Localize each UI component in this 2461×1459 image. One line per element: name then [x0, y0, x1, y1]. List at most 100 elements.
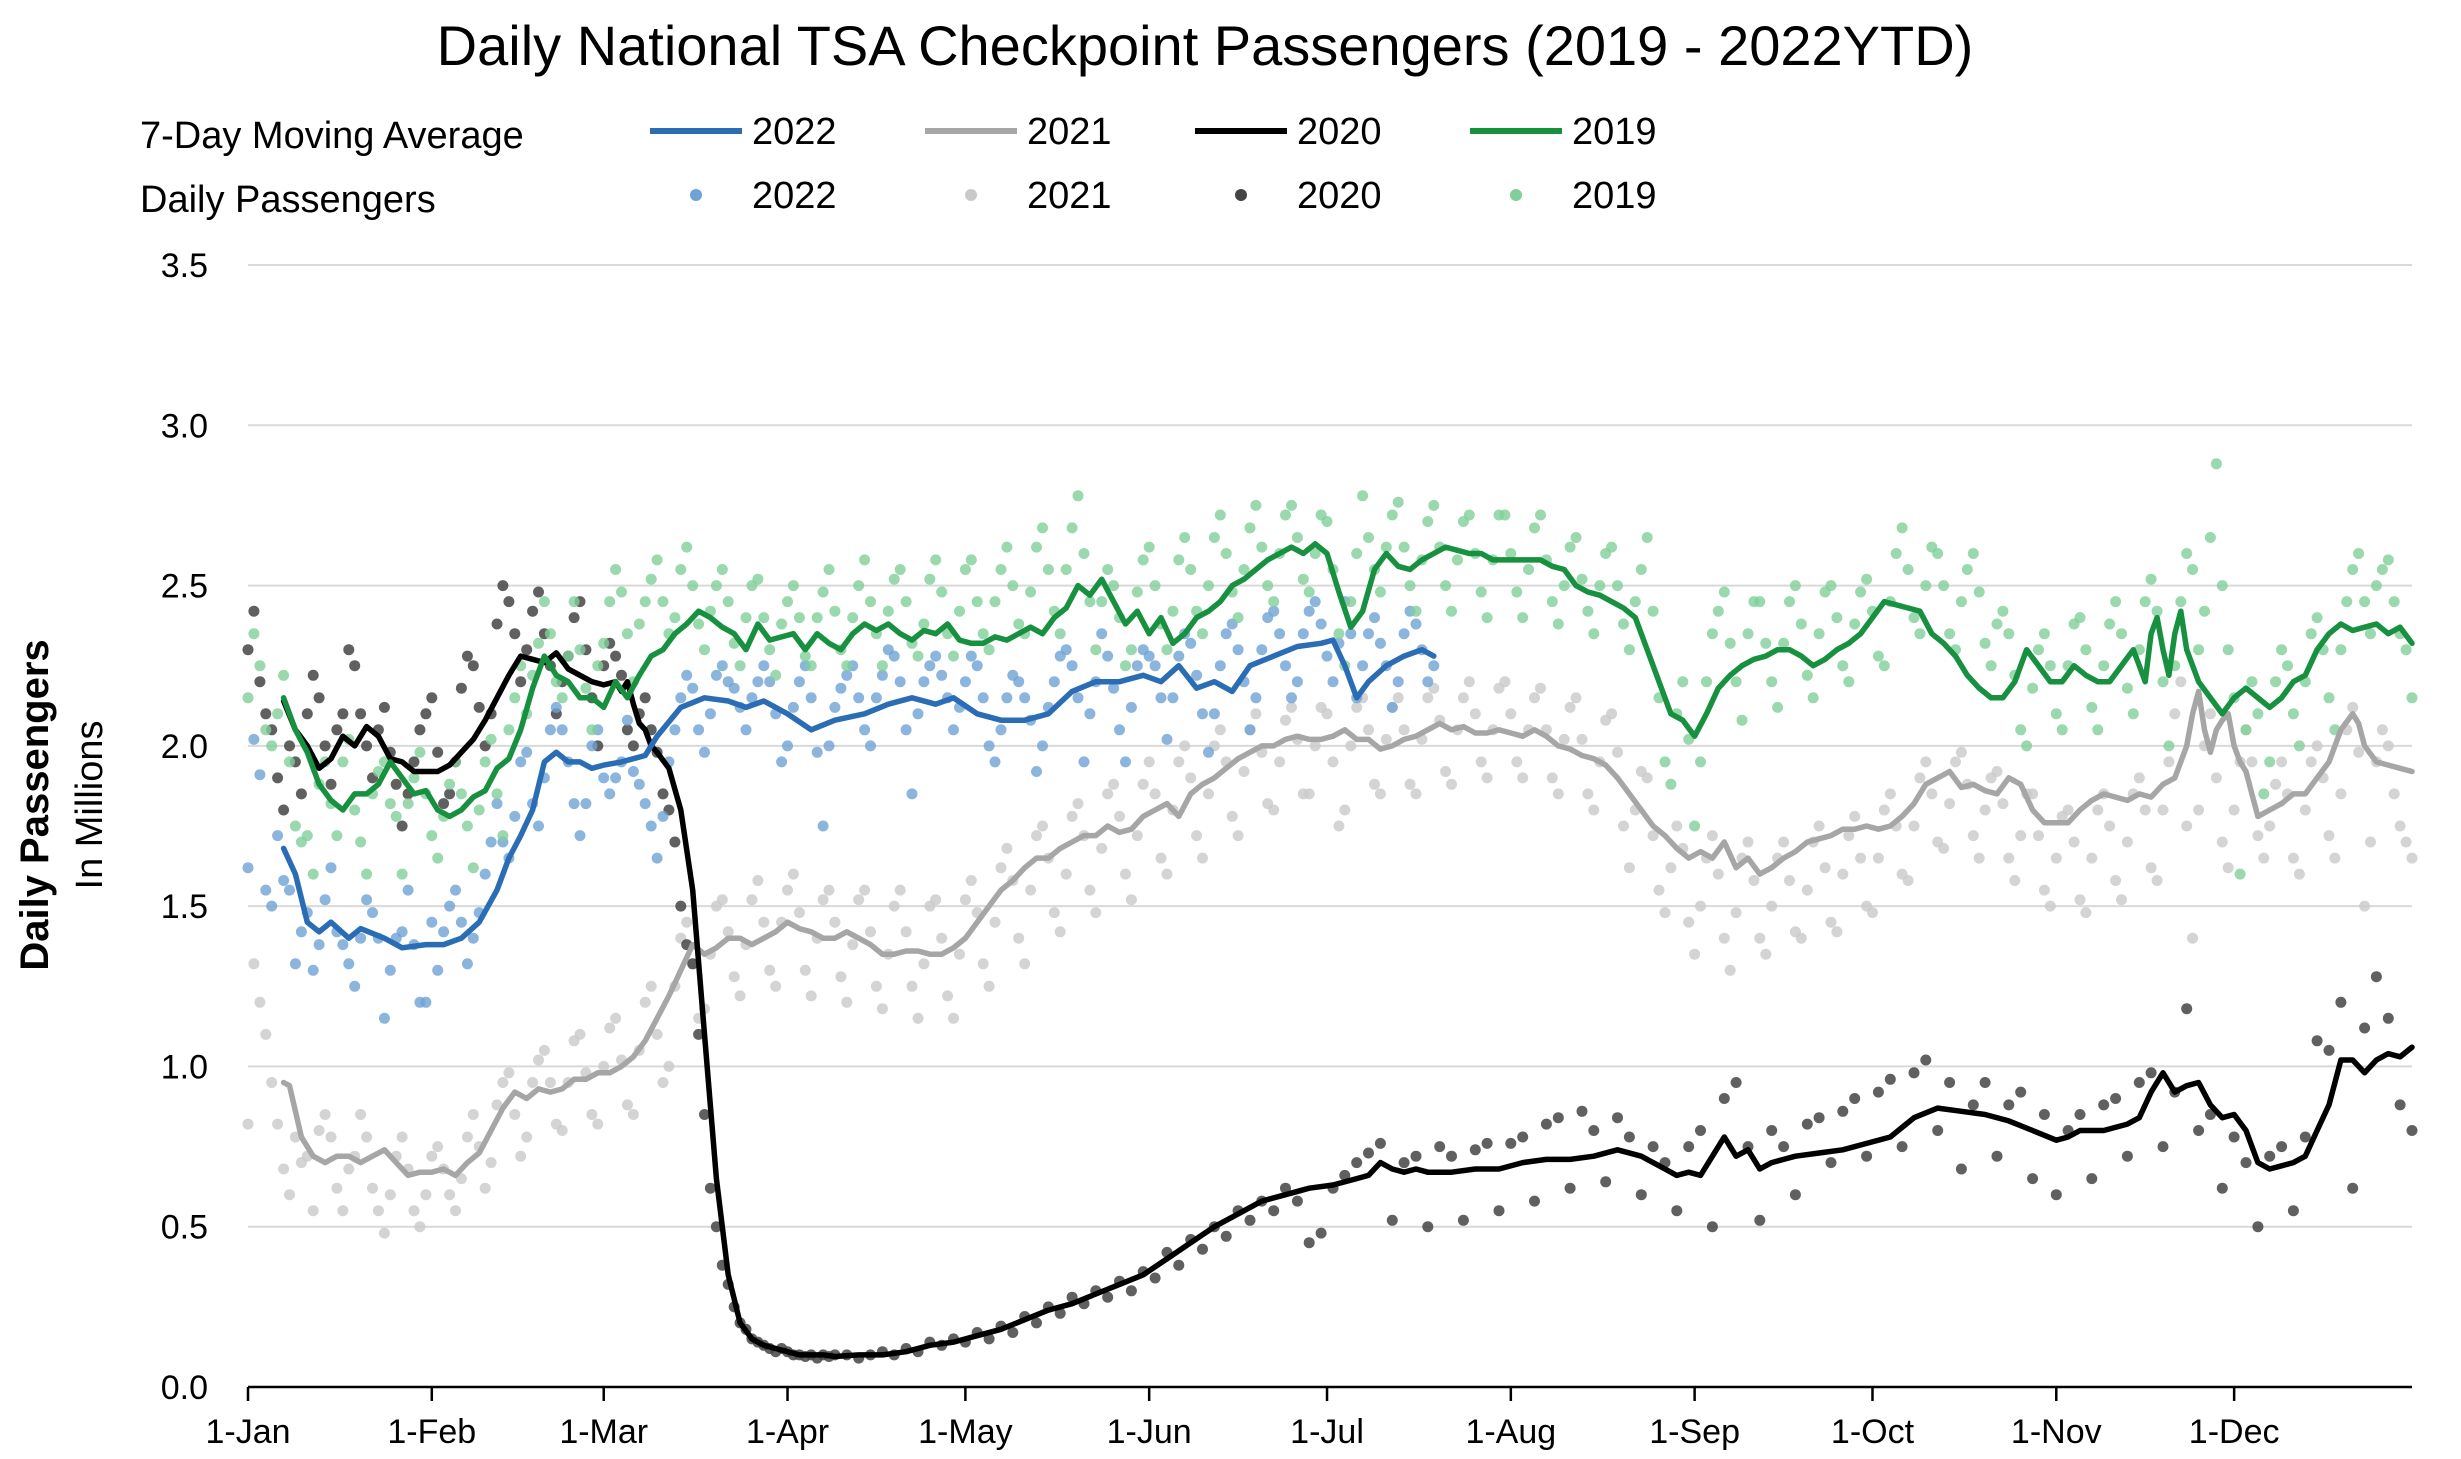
daily-dot-2022: [1286, 692, 1297, 704]
daily-dot-2019: [2199, 605, 2210, 617]
daily-dot-2022: [610, 772, 622, 784]
daily-dot-2019: [1914, 628, 1926, 640]
daily-dot-2019: [2044, 660, 2056, 672]
dots-2020: [242, 580, 2418, 1364]
daily-dot-2019: [1813, 628, 1825, 640]
daily-dot-2020: [1766, 1125, 1778, 1136]
daily-dot-2020: [390, 778, 402, 790]
daily-dot-2021-dots: [592, 1118, 604, 1130]
daily-dot-2022: [1274, 628, 1286, 640]
daily-dot-2019: [1908, 612, 1920, 624]
daily-dot-2019: [1179, 532, 1191, 543]
daily-dot-2020: [2299, 1131, 2311, 1143]
daily-dot-2021-dots: [2139, 804, 2151, 816]
daily-dot-2021-dots: [1641, 772, 1653, 784]
daily-dot-2019: [1807, 692, 1819, 704]
daily-dot-2019: [2121, 682, 2133, 694]
daily-dot-2021-dots: [681, 916, 693, 928]
daily-dot-2021-dots: [1843, 830, 1855, 842]
daily-dot-2020: [1872, 1086, 1884, 1098]
daily-dot-2019: [1997, 605, 2009, 617]
daily-dot-2021-dots: [787, 868, 799, 880]
daily-dot-2020: [2394, 1099, 2406, 1111]
daily-dot-2020: [2050, 1189, 2062, 1201]
daily-dot-2021-dots: [1967, 830, 1979, 842]
daily-dot-2019: [1896, 522, 1908, 534]
daily-dot-2019: [1606, 541, 1618, 553]
daily-dot-2019: [1659, 756, 1671, 768]
daily-dot-2019: [1944, 628, 1956, 640]
daily-dot-2019: [254, 660, 266, 672]
daily-dot-2021-dots: [1137, 778, 1149, 790]
daily-dot-2019: [657, 596, 669, 608]
daily-dot-2020: [2015, 1086, 2027, 1098]
daily-dot-2019: [1961, 564, 1973, 575]
x-tick-label: 1-May: [918, 1413, 1012, 1451]
daily-dot-2020: [307, 669, 319, 681]
daily-dot-2021-dots: [1084, 884, 1096, 896]
daily-dot-2020: [355, 708, 367, 720]
daily-dot-2022: [1297, 628, 1309, 640]
daily-dot-2021-dots: [2270, 778, 2282, 790]
daily-dot-2020: [1410, 1150, 1422, 1162]
daily-dot-2021-dots: [2015, 830, 2027, 842]
daily-dot-2021-dots: [586, 1109, 598, 1120]
daily-dot-2019: [1789, 580, 1801, 592]
daily-dot-2021-dots: [432, 1141, 444, 1153]
daily-dot-2022: [521, 746, 533, 758]
daily-dot-2021-dots: [1481, 772, 1493, 784]
daily-dot-2022: [1019, 692, 1031, 704]
daily-dot-2021-dots: [1457, 692, 1469, 704]
legend-label-line-2022: 2022: [752, 111, 837, 153]
daily-dot-2021-dots: [355, 1109, 367, 1120]
daily-dot-2019: [2270, 676, 2282, 688]
daily-dot-2019: [1825, 580, 1837, 592]
daily-dot-2019: [402, 798, 414, 810]
daily-dot-2022: [313, 939, 325, 951]
daily-dot-2020: [639, 692, 651, 704]
daily-dot-2019: [977, 628, 989, 640]
daily-dot-2020: [301, 708, 313, 720]
daily-dot-2021-dots: [1588, 804, 1600, 816]
daily-dot-2021-dots: [1813, 820, 1825, 832]
daily-dot-2021-dots: [621, 1099, 633, 1111]
daily-dot-2021-dots: [1161, 868, 1173, 880]
daily-dot-2019: [1872, 650, 1884, 662]
daily-dot-2019: [1303, 586, 1315, 598]
daily-dot-2019: [1855, 586, 1867, 598]
daily-dot-2020: [2086, 1173, 2098, 1185]
daily-dot-2019: [384, 798, 396, 810]
daily-dot-2021-dots: [1920, 756, 1932, 768]
daily-dot-2019: [616, 586, 627, 598]
daily-dot-2021-dots: [1250, 708, 1262, 720]
daily-dot-2019: [734, 660, 746, 672]
daily-dot-2020: [1054, 1307, 1066, 1319]
daily-dot-2019: [266, 740, 278, 752]
legend-label-dot-2020: 2020: [1297, 175, 1382, 217]
daily-dot-2021-dots: [1979, 804, 1991, 816]
daily-dot-2020: [467, 660, 479, 672]
daily-dot-2019: [2151, 605, 2163, 617]
daily-dot-2020: [455, 682, 467, 694]
daily-dot-2020: [1861, 1150, 1873, 1162]
daily-dot-2022: [710, 669, 722, 681]
daily-dot-2022: [1280, 660, 1291, 672]
daily-dot-2022: [1143, 650, 1155, 662]
daily-dot-2019: [764, 644, 776, 656]
y-axis-label: Daily Passengers: [13, 639, 57, 970]
daily-dot-2021-dots: [2003, 852, 2015, 864]
daily-dot-2022: [598, 772, 610, 784]
daily-dot-2022: [657, 810, 669, 822]
daily-dot-2022: [1197, 708, 1208, 720]
daily-dot-2022: [918, 676, 930, 688]
daily-dot-2019: [1706, 628, 1718, 640]
daily-dot-2020: [515, 676, 527, 688]
daily-dot-2019: [408, 772, 420, 784]
daily-dot-2019: [562, 650, 574, 662]
daily-dot-2020: [699, 1109, 710, 1120]
daily-dot-2021-dots: [2092, 804, 2104, 816]
daily-dot-2020: [1695, 1125, 1706, 1136]
daily-dot-2021-dots: [1191, 830, 1203, 842]
daily-dot-2021-dots: [1529, 692, 1540, 704]
daily-dot-2019: [1042, 564, 1054, 575]
